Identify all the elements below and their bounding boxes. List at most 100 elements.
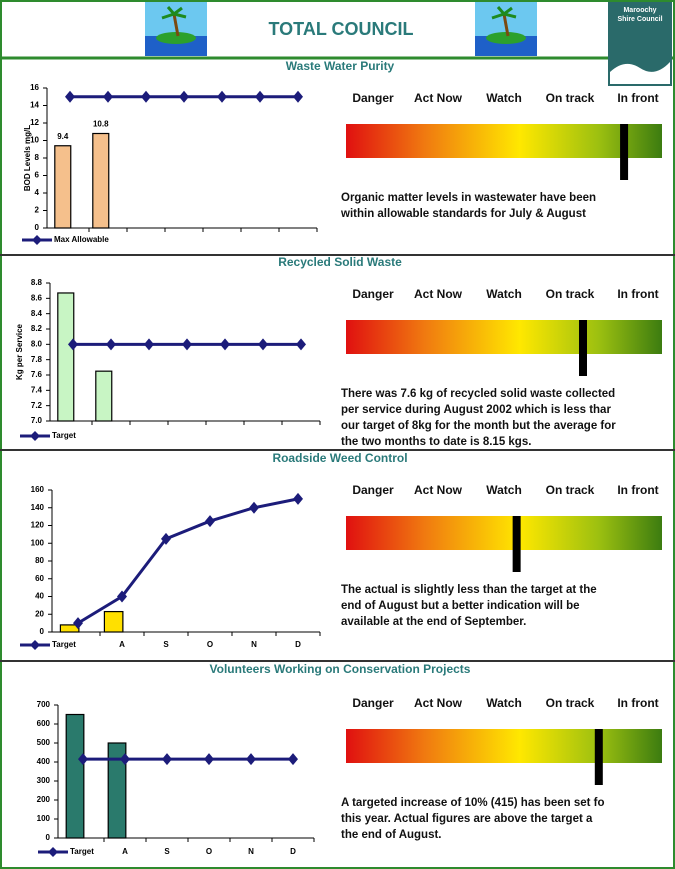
y-tick-label: 300 (37, 776, 51, 785)
gauge-bar (346, 516, 662, 550)
panel-text: the two months to date is 8.15 kgs. (341, 436, 531, 448)
y-tick-label: 7.2 (31, 401, 43, 410)
y-tick-label: 4 (35, 188, 40, 197)
gauge-label: On track (546, 287, 595, 301)
panel-text: our target of 8kg for the month but the … (341, 420, 616, 432)
gauge-label: Danger (352, 483, 394, 497)
y-tick-label: 7.8 (31, 355, 43, 364)
y-tick-label: 20 (35, 609, 44, 618)
y-tick-label: 14 (30, 101, 39, 110)
gauge-label: In front (617, 483, 658, 497)
line-marker (179, 91, 189, 103)
y-tick-label: 500 (37, 738, 51, 747)
page-title: TOTAL COUNCIL (269, 19, 414, 39)
bar (58, 293, 74, 421)
y-tick-label: 8.4 (31, 309, 43, 318)
y-tick-label: 7.0 (31, 416, 43, 425)
y-tick-label: 8.0 (31, 339, 43, 348)
line-marker (103, 91, 113, 103)
line (78, 499, 298, 623)
y-tick-label: 8 (35, 153, 40, 162)
gauge-label: Danger (352, 91, 394, 105)
panel-text: available at the end of September. (341, 616, 526, 628)
legend-label: Target (52, 640, 76, 649)
bar (104, 612, 122, 632)
gauge-marker (620, 124, 628, 180)
line-marker (249, 502, 259, 514)
line-marker (65, 91, 75, 103)
y-tick-label: 100 (37, 814, 51, 823)
y-tick-label: 100 (31, 538, 45, 547)
logo-text: Maroochy (623, 7, 656, 14)
line-marker (246, 753, 256, 765)
section-title: Volunteers Working on Conservation Proje… (210, 662, 471, 676)
gauge-label: Danger (352, 287, 394, 301)
y-tick-label: 16 (30, 83, 39, 92)
y-tick-label: 2 (35, 206, 40, 215)
panel-text: A targeted increase of 10% (415) has bee… (341, 797, 605, 809)
panel-text: this year. Actual figures are above the … (341, 813, 593, 825)
y-tick-label: 6 (35, 171, 40, 180)
panel-text: There was 7.6 kg of recycled solid waste… (341, 388, 615, 400)
panel-text: The actual is slightly less than the tar… (341, 584, 597, 596)
gauge-label: Watch (486, 483, 522, 497)
legend-marker (30, 431, 40, 441)
island-icon (145, 2, 207, 56)
bar (66, 715, 84, 839)
gauge-marker (595, 729, 603, 785)
y-tick-label: 120 (31, 521, 45, 530)
line-marker (258, 338, 268, 350)
dashboard: TOTAL COUNCIL Maroochy Shire Council Was… (0, 0, 675, 869)
line-marker (205, 515, 215, 527)
logo-text: Shire Council (617, 16, 662, 23)
data-label: 9.4 (57, 132, 69, 141)
bar (55, 146, 71, 228)
x-tick-label: O (207, 640, 213, 649)
gauge-label: Act Now (414, 483, 463, 497)
gauge-label: On track (546, 696, 595, 710)
y-tick-label: 700 (37, 700, 51, 709)
panel-text: the end of August. (341, 829, 442, 841)
panel-text: per service during August 2002 which is … (341, 404, 611, 416)
line-marker (144, 338, 154, 350)
section-title: Roadside Weed Control (272, 451, 407, 465)
gauge-label: On track (546, 483, 595, 497)
line-marker (296, 338, 306, 350)
panel-text: end of August but a better indication wi… (341, 600, 580, 612)
panel-text: within allowable standards for July & Au… (340, 208, 586, 220)
legend-marker (30, 640, 40, 650)
y-axis-label: BOD Levels mg/L (23, 125, 32, 191)
y-tick-label: 7.6 (31, 370, 43, 379)
gauge-marker (579, 320, 587, 376)
y-tick-label: 400 (37, 757, 51, 766)
x-tick-label: S (163, 640, 169, 649)
line-marker (141, 91, 151, 103)
y-tick-label: 200 (37, 795, 51, 804)
panel-text: Organic matter levels in wastewater have… (341, 192, 596, 204)
gauge-label: In front (617, 91, 658, 105)
gauge-label: Watch (486, 696, 522, 710)
gauge-label: Danger (352, 696, 394, 710)
logo: Maroochy Shire Council (608, 2, 672, 86)
gauge-bar (346, 729, 662, 763)
data-label: 10.8 (93, 120, 109, 129)
x-tick-label: N (248, 847, 254, 856)
x-tick-label: O (206, 847, 212, 856)
section-title: Waste Water Purity (286, 59, 395, 73)
y-tick-label: 160 (31, 485, 45, 494)
y-axis-label: Kg per Service (15, 323, 24, 380)
legend-label: Target (52, 431, 76, 440)
line-marker (255, 91, 265, 103)
gauge-label: In front (617, 287, 658, 301)
gauge-label: On track (546, 91, 595, 105)
line-marker (288, 753, 298, 765)
legend-label: Max Allowable (54, 235, 109, 244)
line-marker (106, 338, 116, 350)
legend-marker (32, 235, 42, 245)
y-tick-label: 60 (35, 574, 44, 583)
bar (96, 371, 112, 421)
y-tick-label: 0 (40, 627, 45, 636)
line-marker (204, 753, 214, 765)
gauge-label: In front (617, 696, 658, 710)
bar (93, 134, 109, 229)
